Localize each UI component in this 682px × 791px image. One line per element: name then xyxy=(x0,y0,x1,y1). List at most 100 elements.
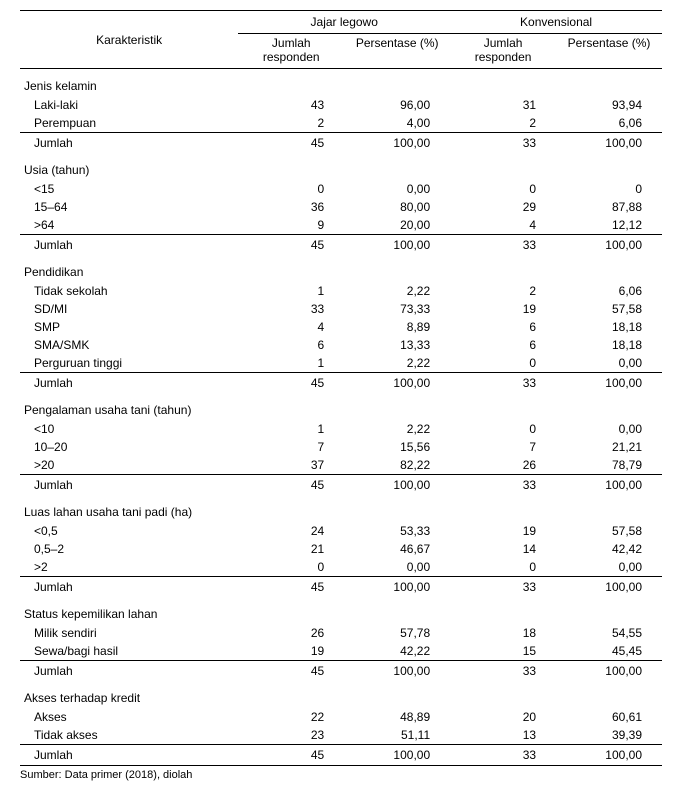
total-kv-n: 33 xyxy=(450,661,556,682)
cell-jl-n: 2 xyxy=(238,114,344,133)
table-row: SD/MI3373,331957,58 xyxy=(20,300,662,318)
table-row: Perguruan tinggi12,2200,00 xyxy=(20,354,662,373)
cell-jl-p: 73,33 xyxy=(344,300,450,318)
cell-kv-p: 42,42 xyxy=(556,540,662,558)
total-row: Jumlah45100,0033100,00 xyxy=(20,475,662,496)
cell-jl-n: 19 xyxy=(238,642,344,661)
row-label: 10–20 xyxy=(20,438,238,456)
cell-kv-p: 57,58 xyxy=(556,522,662,540)
table-row: <1012,2200,00 xyxy=(20,420,662,438)
cell-jl-n: 21 xyxy=(238,540,344,558)
row-label: <10 xyxy=(20,420,238,438)
row-label: Laki-laki xyxy=(20,96,238,114)
total-jl-n: 45 xyxy=(238,373,344,394)
row-label: >64 xyxy=(20,216,238,235)
row-label: SMA/SMK xyxy=(20,336,238,354)
total-kv-n: 33 xyxy=(450,373,556,394)
cell-jl-n: 33 xyxy=(238,300,344,318)
table-row: <0,52453,331957,58 xyxy=(20,522,662,540)
section-title: Akses terhadap kredit xyxy=(20,681,662,708)
header-kv-jumlah: Jumlah responden xyxy=(450,34,556,69)
row-label: 15–64 xyxy=(20,198,238,216)
row-label: 0,5–2 xyxy=(20,540,238,558)
cell-kv-n: 0 xyxy=(450,354,556,373)
cell-jl-p: 57,78 xyxy=(344,624,450,642)
cell-kv-n: 0 xyxy=(450,558,556,577)
total-jl-p: 100,00 xyxy=(344,745,450,766)
total-jl-p: 100,00 xyxy=(344,235,450,256)
cell-kv-p: 12,12 xyxy=(556,216,662,235)
cell-jl-n: 24 xyxy=(238,522,344,540)
total-label: Jumlah xyxy=(20,235,238,256)
total-jl-p: 100,00 xyxy=(344,133,450,154)
total-jl-n: 45 xyxy=(238,661,344,682)
cell-jl-p: 0,00 xyxy=(344,180,450,198)
section-title: Pendidikan xyxy=(20,255,662,282)
row-label: Sewa/bagi hasil xyxy=(20,642,238,661)
table-row: Laki-laki4396,003193,94 xyxy=(20,96,662,114)
cell-kv-p: 45,45 xyxy=(556,642,662,661)
table-row: SMP48,89618,18 xyxy=(20,318,662,336)
table-row: 10–20715,56721,21 xyxy=(20,438,662,456)
cell-kv-n: 6 xyxy=(450,336,556,354)
total-label: Jumlah xyxy=(20,577,238,598)
total-jl-n: 45 xyxy=(238,577,344,598)
cell-kv-n: 0 xyxy=(450,180,556,198)
header-kv-persentase: Persentase (%) xyxy=(556,34,662,69)
cell-kv-n: 26 xyxy=(450,456,556,475)
cell-jl-n: 23 xyxy=(238,726,344,745)
total-jl-n: 45 xyxy=(238,235,344,256)
total-row: Jumlah45100,0033100,00 xyxy=(20,745,662,766)
table-row: Perempuan24,0026,06 xyxy=(20,114,662,133)
total-row: Jumlah45100,0033100,00 xyxy=(20,235,662,256)
total-jl-n: 45 xyxy=(238,745,344,766)
total-label: Jumlah xyxy=(20,133,238,154)
cell-jl-p: 4,00 xyxy=(344,114,450,133)
section-title: Luas lahan usaha tani padi (ha) xyxy=(20,495,662,522)
total-kv-p: 100,00 xyxy=(556,745,662,766)
header-group-jajar-legowo: Jajar legowo xyxy=(238,11,450,34)
total-row: Jumlah45100,0033100,00 xyxy=(20,373,662,394)
cell-jl-p: 0,00 xyxy=(344,558,450,577)
characteristics-table: KarakteristikJajar legowoKonvensionalJum… xyxy=(20,10,662,766)
cell-kv-p: 6,06 xyxy=(556,114,662,133)
table-row: Tidak sekolah12,2226,06 xyxy=(20,282,662,300)
cell-jl-n: 26 xyxy=(238,624,344,642)
cell-jl-p: 15,56 xyxy=(344,438,450,456)
table-row: Sewa/bagi hasil1942,221545,45 xyxy=(20,642,662,661)
cell-jl-p: 51,11 xyxy=(344,726,450,745)
cell-jl-p: 8,89 xyxy=(344,318,450,336)
cell-jl-n: 36 xyxy=(238,198,344,216)
cell-jl-p: 20,00 xyxy=(344,216,450,235)
cell-jl-n: 43 xyxy=(238,96,344,114)
row-label: SMP xyxy=(20,318,238,336)
section-title: Jenis kelamin xyxy=(20,69,662,97)
table-row: 15–643680,002987,88 xyxy=(20,198,662,216)
total-row: Jumlah45100,0033100,00 xyxy=(20,577,662,598)
table-row: >203782,222678,79 xyxy=(20,456,662,475)
cell-kv-n: 6 xyxy=(450,318,556,336)
table-row: Milik sendiri2657,781854,55 xyxy=(20,624,662,642)
total-jl-p: 100,00 xyxy=(344,661,450,682)
row-label: Perguruan tinggi xyxy=(20,354,238,373)
total-kv-n: 33 xyxy=(450,745,556,766)
cell-jl-p: 13,33 xyxy=(344,336,450,354)
row-label: Perempuan xyxy=(20,114,238,133)
cell-jl-n: 22 xyxy=(238,708,344,726)
cell-jl-p: 82,22 xyxy=(344,456,450,475)
header-group-konvensional: Konvensional xyxy=(450,11,662,34)
cell-kv-p: 60,61 xyxy=(556,708,662,726)
cell-kv-p: 0 xyxy=(556,180,662,198)
header-karakteristik: Karakteristik xyxy=(20,11,238,69)
cell-jl-n: 1 xyxy=(238,282,344,300)
cell-kv-p: 18,18 xyxy=(556,318,662,336)
cell-kv-p: 0,00 xyxy=(556,420,662,438)
row-label: Milik sendiri xyxy=(20,624,238,642)
cell-kv-n: 14 xyxy=(450,540,556,558)
cell-jl-n: 37 xyxy=(238,456,344,475)
cell-jl-n: 1 xyxy=(238,354,344,373)
total-kv-p: 100,00 xyxy=(556,235,662,256)
cell-kv-n: 7 xyxy=(450,438,556,456)
total-label: Jumlah xyxy=(20,661,238,682)
total-label: Jumlah xyxy=(20,373,238,394)
